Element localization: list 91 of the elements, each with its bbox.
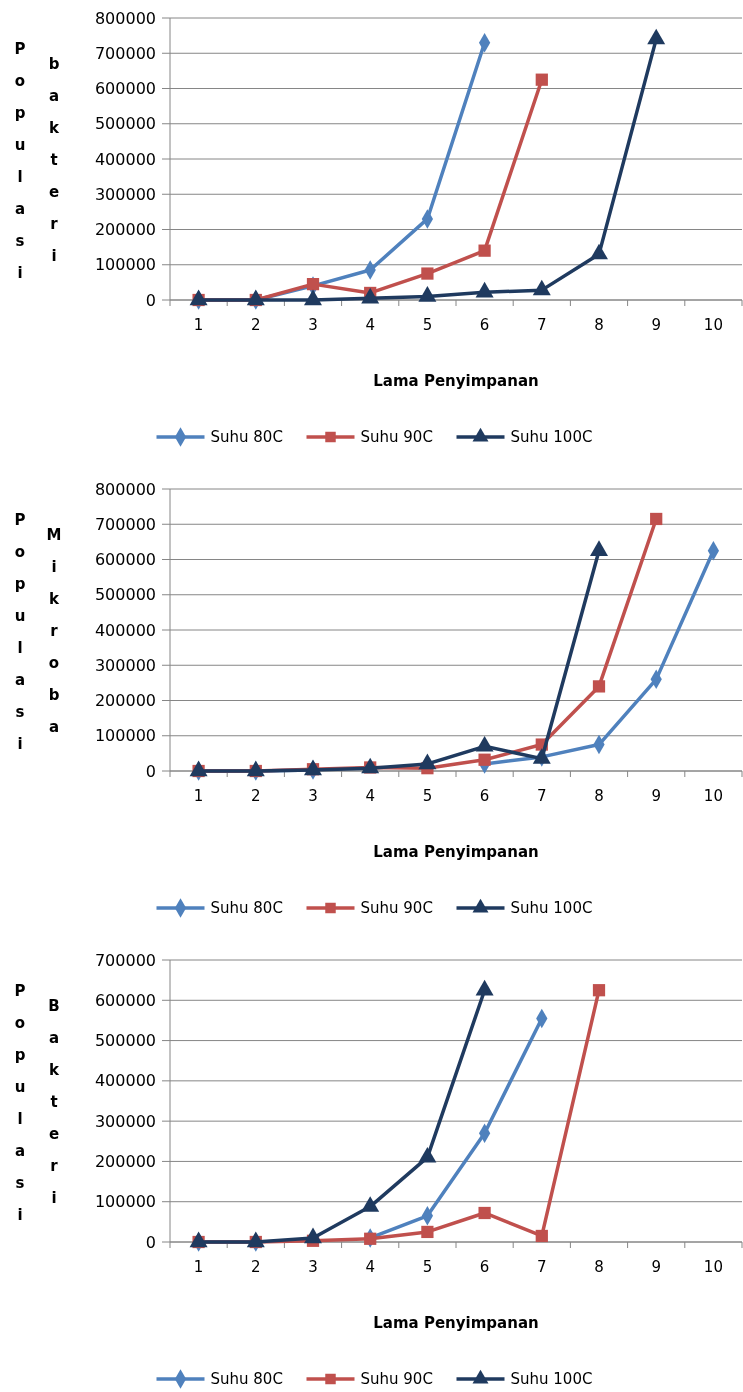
x-tick-label: 5	[422, 1258, 433, 1276]
legend-label: Suhu 80C	[210, 899, 283, 918]
legend-label: Suhu 80C	[210, 1370, 283, 1389]
x-axis-title: Lama Penyimpanan	[373, 372, 539, 390]
point	[364, 1232, 377, 1245]
point	[590, 243, 608, 260]
x-tick-label: 10	[703, 787, 723, 805]
x-tick-label: 6	[479, 316, 490, 334]
y-tick-label: 700000	[94, 43, 156, 63]
y-tick-label: 100000	[94, 255, 156, 275]
y-tick-label: 300000	[94, 184, 156, 204]
point	[532, 279, 551, 296]
point	[304, 289, 322, 306]
y-tick-label: 700000	[94, 950, 156, 970]
x-tick-label: 1	[193, 1258, 204, 1276]
y-tick-label: 200000	[94, 220, 156, 240]
x-tick-label: 4	[365, 1258, 375, 1276]
y-tick-label: 200000	[94, 691, 156, 711]
legend-label: Suhu 90C	[360, 1370, 433, 1389]
y-tick-label: 0	[145, 761, 156, 781]
point	[306, 278, 320, 291]
point	[592, 984, 606, 997]
point	[246, 289, 265, 306]
x-tick-label: 1	[193, 787, 204, 805]
x-tick-label: 1	[193, 316, 204, 334]
point	[478, 244, 491, 257]
y-tick-label: 400000	[94, 149, 156, 169]
y-tick-label: 300000	[94, 655, 156, 675]
x-tick-label: 2	[251, 1258, 261, 1276]
y-tick-label: 100000	[94, 1192, 156, 1212]
x-tick-label: 7	[537, 316, 547, 334]
x-tick-label: 6	[479, 787, 490, 805]
point	[650, 512, 663, 526]
y-tick-label: 600000	[94, 550, 156, 570]
x-tick-label: 10	[703, 316, 723, 334]
point	[592, 680, 606, 693]
y-axis-title: Populasi Bakteri	[11, 982, 63, 1238]
y-tick-label: 600000	[94, 79, 156, 99]
y-tick-label: 800000	[94, 8, 156, 28]
y-tick-label: 500000	[94, 585, 156, 605]
legend-label: Suhu 80C	[210, 428, 283, 447]
x-tick-label: 8	[594, 316, 604, 334]
y-tick-label: 700000	[94, 514, 156, 534]
x-tick-label: 6	[479, 1258, 490, 1276]
x-tick-label: 7	[537, 787, 547, 805]
x-tick-label: 5	[422, 787, 433, 805]
x-tick-label: 9	[651, 1258, 661, 1276]
point	[361, 287, 380, 304]
y-axis-title: Populasi Mikroba	[11, 511, 63, 767]
legend-label: Suhu 100C	[510, 428, 593, 447]
x-tick-label: 2	[251, 787, 261, 805]
x-tick-label: 3	[308, 316, 318, 334]
legend-label: Suhu 90C	[360, 899, 433, 918]
point	[418, 286, 437, 302]
y-tick-label: 500000	[94, 114, 156, 134]
x-tick-label: 10	[703, 1258, 723, 1276]
y-tick-label: 0	[145, 290, 156, 310]
x-tick-label: 8	[594, 787, 604, 805]
point	[478, 753, 491, 766]
point	[475, 281, 494, 298]
x-tick-label: 4	[365, 787, 375, 805]
point	[535, 73, 548, 86]
x-axis-title: Lama Penyimpanan	[373, 1314, 539, 1332]
legend-label: Suhu 100C	[510, 899, 593, 918]
point	[478, 1206, 491, 1220]
point	[189, 289, 208, 306]
y-tick-label: 500000	[94, 1031, 156, 1051]
x-tick-label: 5	[422, 316, 433, 334]
y-tick-label: 600000	[94, 990, 156, 1010]
y-tick-label: 400000	[94, 1071, 156, 1091]
y-tick-label: 400000	[94, 620, 156, 640]
y-tick-label: 200000	[94, 1152, 156, 1172]
x-tick-label: 9	[651, 787, 661, 805]
point	[421, 1225, 434, 1239]
y-tick-label: 100000	[94, 726, 156, 746]
y-tick-label: 800000	[94, 479, 156, 499]
x-tick-label: 3	[308, 787, 318, 805]
y-tick-label: 300000	[94, 1111, 156, 1131]
x-axis-title: Lama Penyimpanan	[373, 843, 539, 861]
x-tick-label: 8	[594, 1258, 604, 1276]
legend-label: Suhu 90C	[360, 428, 433, 447]
x-tick-label: 2	[251, 316, 261, 334]
legend-label: Suhu 100C	[510, 1370, 593, 1389]
y-axis-title: Populasi bakteri	[11, 40, 63, 296]
point	[421, 267, 434, 280]
x-tick-label: 3	[308, 1258, 318, 1276]
x-tick-label: 4	[365, 316, 375, 334]
x-tick-label: 7	[537, 1258, 547, 1276]
y-tick-label: 0	[145, 1232, 156, 1252]
x-tick-label: 9	[651, 316, 661, 334]
point	[535, 1229, 548, 1243]
